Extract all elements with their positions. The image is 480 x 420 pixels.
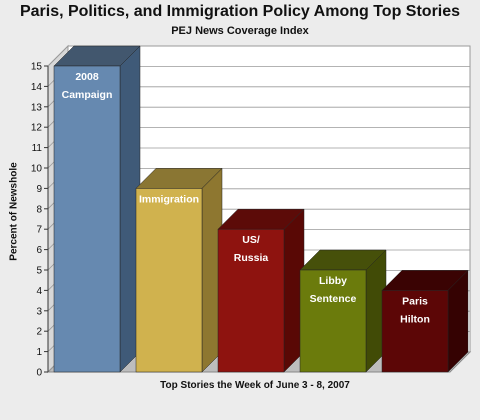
y-tick-label: 8 xyxy=(36,204,42,215)
bar xyxy=(53,65,121,373)
y-tick-label: 4 xyxy=(36,286,42,297)
bar-label: Sentence xyxy=(310,293,357,305)
y-tick-label: 3 xyxy=(36,306,42,317)
bar xyxy=(381,290,449,373)
y-tick-label: 13 xyxy=(31,102,43,113)
bar-label: Immigration xyxy=(139,193,199,205)
bar-label: Russia xyxy=(234,252,269,264)
chart-title: Paris, Politics, and Immigration Policy … xyxy=(19,3,461,20)
bar-label: Paris xyxy=(402,295,428,307)
bar-label: Campaign xyxy=(62,89,113,101)
bar xyxy=(135,188,203,373)
y-tick-label: 14 xyxy=(31,82,43,93)
y-tick-label: 10 xyxy=(31,164,43,175)
bar-label: Libby xyxy=(319,275,347,287)
y-tick-label: 15 xyxy=(31,62,43,73)
bar-label: 2008 xyxy=(75,71,99,83)
y-tick-label: 6 xyxy=(36,245,42,256)
bar-label: Hilton xyxy=(400,313,430,325)
y-tick-label: 9 xyxy=(36,184,42,195)
y-tick-label: 7 xyxy=(36,225,42,236)
bar xyxy=(217,228,285,373)
chart-subtitle: PEJ News Coverage Index xyxy=(171,25,309,37)
y-tick-label: 0 xyxy=(36,368,42,379)
y-tick-label: 5 xyxy=(36,266,42,277)
x-axis-label: Top Stories the Week of June 3 - 8, 2007 xyxy=(160,380,350,391)
y-tick-label: 1 xyxy=(36,347,42,358)
y-tick-label: 2 xyxy=(36,327,42,338)
gridline xyxy=(47,45,470,67)
y-tick-label: 12 xyxy=(31,123,43,134)
y-tick-label: 11 xyxy=(32,143,43,154)
bar xyxy=(299,269,367,373)
bar-label: US/ xyxy=(242,234,260,246)
